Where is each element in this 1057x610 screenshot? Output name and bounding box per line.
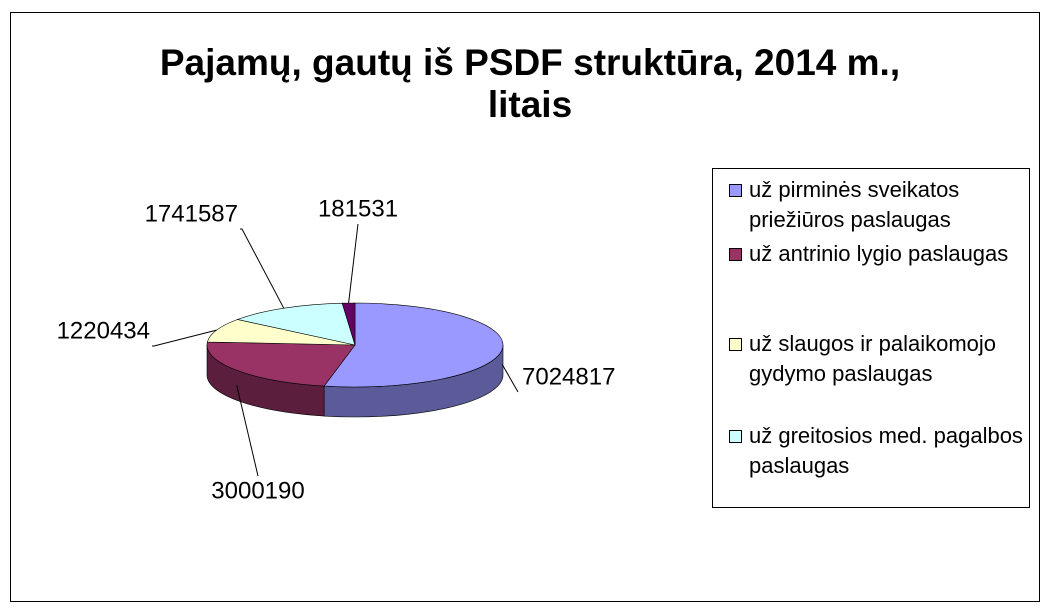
legend-item: už greitosios med. pagalbos paslaugas bbox=[727, 421, 1044, 481]
pie-slice bbox=[236, 302, 356, 346]
chart-title: Pajamų, gautų iš PSDF struktūra, 2014 m.… bbox=[159, 42, 901, 125]
legend-label: už slaugos ir palaikomojo gydymo paslaug… bbox=[749, 331, 997, 386]
pie-slice bbox=[206, 341, 356, 387]
pie-slice bbox=[206, 319, 356, 346]
leader-line bbox=[348, 223, 359, 304]
data-label: 181531 bbox=[318, 195, 398, 222]
chart-frame bbox=[10, 12, 1040, 602]
legend-item: už antrinio lygio paslaugas bbox=[727, 239, 1044, 269]
legend-item: už slaugos ir palaikomojo gydymo paslaug… bbox=[727, 329, 1044, 389]
legend-swatch bbox=[729, 338, 742, 351]
legend-item: už pirminės sveikatos priežiūros paslaug… bbox=[727, 175, 1044, 235]
legend: už pirminės sveikatos priežiūros paslaug… bbox=[712, 168, 1030, 508]
leader-line bbox=[501, 364, 519, 393]
pie-slice bbox=[323, 302, 504, 388]
data-label: 7024817 bbox=[522, 363, 615, 390]
leader-line bbox=[240, 228, 285, 309]
leader-line bbox=[236, 385, 259, 477]
legend-label: už antrinio lygio paslaugas bbox=[749, 241, 1009, 266]
legend-label: už greitosios med. pagalbos paslaugas bbox=[749, 423, 1023, 478]
data-label: 3000190 bbox=[211, 477, 304, 504]
data-label: 1220434 bbox=[57, 317, 150, 344]
legend-swatch bbox=[729, 248, 742, 261]
legend-swatch bbox=[729, 430, 742, 443]
leader-line bbox=[152, 329, 217, 347]
data-label: 1741587 bbox=[145, 200, 238, 227]
legend-swatch bbox=[729, 184, 742, 197]
legend-label: už pirminės sveikatos priežiūros paslaug… bbox=[749, 177, 960, 232]
